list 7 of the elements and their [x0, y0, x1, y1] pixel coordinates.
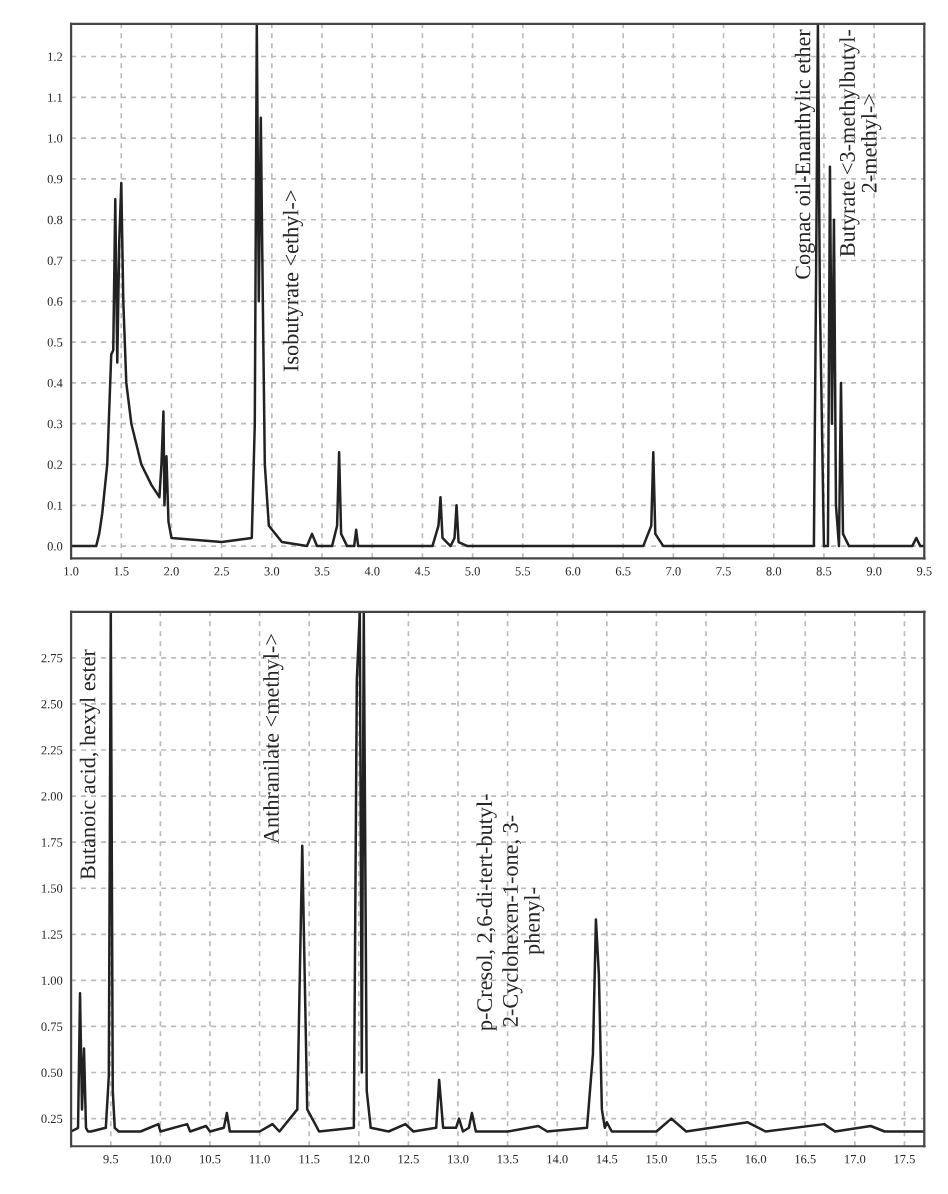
annotation: Butanoic acid, hexyl ester	[79, 649, 100, 880]
annotation: 2-Cyclohexen-1-one, 3- phenyl-	[502, 815, 545, 1027]
annotation: Isobutyrate <ethyl->	[282, 190, 304, 372]
annotation: Anthranilate <methyl->	[263, 634, 284, 844]
annotation: p-Cresol, 2,6-di-tert-butyl-	[476, 794, 497, 1031]
annotation: Cognac oil-Enanthylic ether	[794, 29, 815, 279]
annotation: Butyrate <3-methylbutyl- 2-methyl->	[839, 30, 882, 257]
